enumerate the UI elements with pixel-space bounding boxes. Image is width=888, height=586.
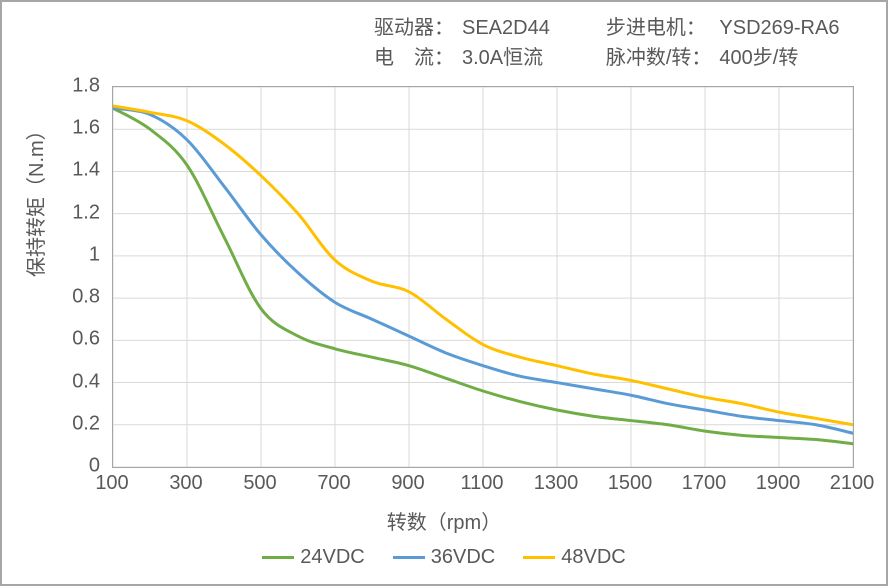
motor-label: 步进电机：: [606, 14, 718, 42]
legend-item-36VDC: 36VDC: [393, 546, 495, 569]
legend-item-48VDC: 48VDC: [523, 546, 625, 569]
x-tick-label: 900: [391, 472, 424, 495]
meta-table: 驱动器： SEA2D44 步进电机： YSD269-RA6 电 流： 3.0A恒…: [372, 12, 847, 74]
x-tick-label: 1100: [460, 472, 503, 495]
y-tick-label: 1: [40, 243, 100, 266]
y-tick-label: 1.2: [40, 201, 100, 224]
legend-label: 36VDC: [431, 546, 495, 569]
y-tick-label: 1.6: [40, 117, 100, 140]
legend: 24VDC 36VDC 48VDC: [2, 542, 886, 569]
x-tick-label: 300: [169, 472, 202, 495]
series-line-48VDC: [113, 106, 853, 425]
current-value: 3.0A恒流: [462, 44, 556, 72]
y-tick-label: 0.6: [40, 328, 100, 351]
chart-frame: 驱动器： SEA2D44 步进电机： YSD269-RA6 电 流： 3.0A恒…: [0, 0, 888, 586]
x-tick-label: 700: [317, 472, 350, 495]
plot-area: [112, 86, 854, 468]
driver-value: SEA2D44: [462, 14, 556, 42]
legend-swatch: [523, 556, 555, 559]
legend-label: 24VDC: [300, 546, 364, 569]
legend-label: 48VDC: [561, 546, 625, 569]
legend-swatch: [262, 556, 294, 559]
motor-value: YSD269-RA6: [719, 14, 845, 42]
series-line-36VDC: [113, 108, 853, 433]
x-tick-label: 2100: [830, 472, 875, 495]
pulses-label: 脉冲数/转：: [606, 44, 718, 72]
x-axis-label: 转数（rpm）: [2, 506, 886, 535]
y-tick-label: 0.2: [40, 412, 100, 435]
y-tick-label: 1.8: [40, 75, 100, 98]
series-svg: [113, 87, 853, 467]
driver-label: 驱动器：: [374, 14, 460, 42]
x-tick-label: 1300: [534, 472, 579, 495]
x-tick-label: 1500: [608, 472, 653, 495]
meta-block: 驱动器： SEA2D44 步进电机： YSD269-RA6 电 流： 3.0A恒…: [372, 12, 847, 74]
y-tick-label: 0.4: [40, 370, 100, 393]
current-label: 电 流：: [374, 44, 460, 72]
y-tick-label: 1.4: [40, 159, 100, 182]
x-tick-label: 1900: [756, 472, 801, 495]
y-tick-label: 0: [40, 455, 100, 478]
pulses-value: 400步/转: [719, 44, 845, 72]
legend-item-24VDC: 24VDC: [262, 546, 364, 569]
x-tick-label: 100: [95, 472, 128, 495]
series-line-24VDC: [113, 108, 853, 444]
y-tick-label: 0.8: [40, 286, 100, 309]
x-tick-label: 500: [243, 472, 276, 495]
legend-swatch: [393, 556, 425, 559]
x-tick-label: 1700: [682, 472, 727, 495]
